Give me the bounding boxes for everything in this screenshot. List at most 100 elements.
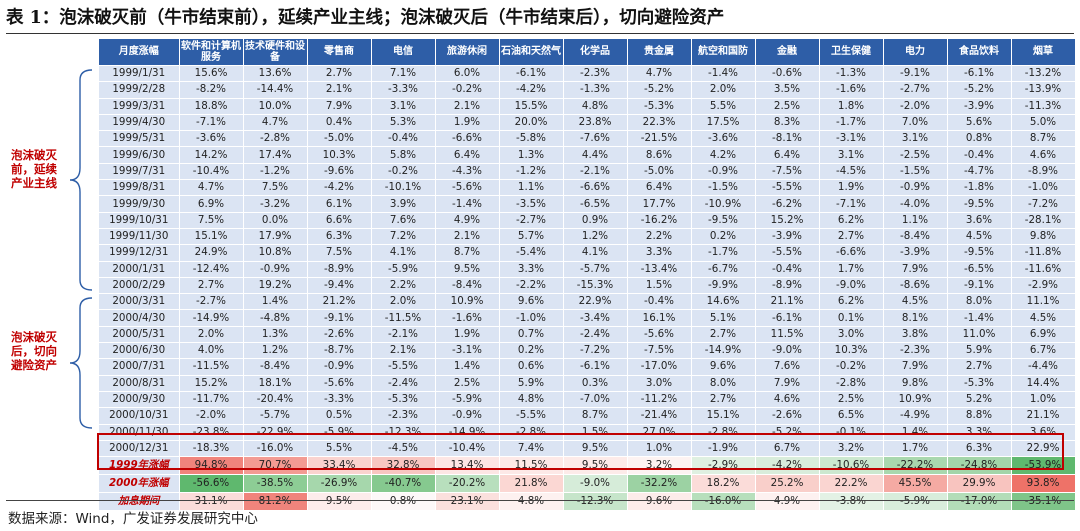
table-cell: 2.5% (819, 391, 884, 409)
table-cell: 7.1% (371, 65, 436, 83)
table-cell: -5.0% (627, 163, 692, 181)
table-cell: -5.8% (499, 130, 564, 148)
table-cell: -1.0% (499, 309, 564, 327)
table-cell: -7.2% (1011, 195, 1076, 213)
table-cell: 19.2% (243, 277, 308, 295)
table-cell: 4.6% (1011, 146, 1076, 164)
table-cell: 20.0% (499, 114, 564, 132)
table-cell: -5.2% (755, 424, 820, 441)
table-cell: -2.5% (883, 146, 948, 164)
table-cell: 6.0% (435, 65, 500, 83)
table-cell: 6.3% (947, 440, 1012, 458)
summary-cell: -24.8% (947, 456, 1012, 476)
table-cell: -0.4% (755, 261, 820, 278)
table-cell: 6.7% (1011, 342, 1076, 360)
row-date: 1999/10/31 (99, 212, 180, 229)
table-cell: 9.5% (563, 440, 628, 458)
row-date: 1999/1/31 (99, 65, 180, 83)
row-date: 1999/7/31 (99, 163, 180, 181)
table-cell: 3.3% (627, 244, 692, 262)
table-cell: -20.4% (243, 391, 308, 409)
table-row: 2000/10/31 -2.0% -5.7% 0.5% -2.3% -0.9% -5.5% 8… (99, 407, 1076, 425)
table-cell: 2.7% (307, 65, 372, 83)
table-cell: 15.2% (755, 212, 820, 229)
column-header: 卫生保健 (819, 39, 884, 66)
table-cell: 1.7% (883, 440, 948, 458)
table-cell: -9.9% (691, 277, 756, 295)
table-cell: -9.5% (947, 244, 1012, 262)
table-cell: 4.8% (563, 98, 628, 115)
table-cell: 22.9% (563, 293, 628, 311)
table-cell: 10.0% (243, 98, 308, 115)
table-cell: -2.9% (1011, 277, 1076, 295)
table-cell: -0.2% (371, 163, 436, 181)
row-date: 2000/10/31 (99, 407, 180, 425)
table-cell: -8.1% (755, 130, 820, 148)
title-divider (6, 33, 1074, 34)
table-cell: 0.5% (307, 407, 372, 425)
data-source: 数据来源：Wind，广发证券发展研究中心 (8, 511, 258, 527)
table-cell: -5.4% (499, 244, 564, 262)
summary-row: 加息期间 31.1% 81.2% 9.5% 0.8% 23.1% 4.8% -12.3% 9.6… (99, 492, 1076, 512)
table-cell: 9.8% (883, 375, 948, 392)
table-row: 1999/4/30 -7.1% 4.7% 0.4% 5.3% 1.9% 20.0% 23.8%… (99, 114, 1076, 132)
table-cell: 1.4% (243, 293, 308, 311)
table-cell: 3.5% (755, 81, 820, 99)
table-cell: 21.1% (1011, 407, 1076, 425)
summary-cell: 0.8% (371, 492, 436, 512)
table-cell: 6.4% (755, 146, 820, 164)
table-cell: 1.5% (627, 277, 692, 295)
table-cell: 1.4% (435, 358, 500, 376)
summary-cell: -5.9% (883, 492, 948, 512)
table-cell: -12.3% (371, 424, 436, 441)
table-cell: -0.2% (819, 358, 884, 376)
table-cell: -6.6% (435, 130, 500, 148)
table-cell: -2.6% (307, 326, 372, 344)
table-cell: 17.9% (243, 228, 308, 246)
table-cell: 0.8% (947, 130, 1012, 148)
table-cell: 1.5% (563, 424, 628, 441)
table-cell: -17.0% (627, 358, 692, 376)
table-cell: 4.0% (179, 342, 244, 360)
summary-cell: -3.8% (819, 492, 884, 512)
table-cell: 11.0% (947, 326, 1012, 344)
table-cell: 9.8% (1011, 228, 1076, 246)
table-cell: 3.9% (371, 195, 436, 213)
table-cell: -4.3% (435, 163, 500, 181)
table-cell: -1.5% (691, 179, 756, 197)
table-cell: 22.9% (1011, 440, 1076, 458)
summary-cell: -53.9% (1011, 456, 1076, 476)
column-header: 石油和天然气 (499, 39, 564, 66)
table-cell: -2.8% (819, 375, 884, 392)
row-date: 1999/8/31 (99, 179, 180, 197)
table-cell: -1.4% (947, 309, 1012, 327)
table-cell: -9.1% (947, 277, 1012, 295)
table-cell: -11.6% (1011, 261, 1076, 278)
row-date: 2000/3/31 (99, 293, 180, 311)
table-cell: -3.3% (307, 391, 372, 409)
table-cell: 0.6% (499, 358, 564, 376)
table-cell: 7.9% (883, 261, 948, 278)
table-cell: 3.1% (371, 98, 436, 115)
summary-cell: -16.0% (691, 492, 756, 512)
table-row: 1999/11/30 15.1% 17.9% 6.3% 7.2% 2.1% 5.7% 1.2%… (99, 228, 1076, 246)
column-header: 软件和计算机服务 (179, 39, 244, 66)
table-cell: -0.2% (435, 81, 500, 99)
table-row: 2000/7/31 -11.5% -8.4% -0.9% -5.5% 1.4% 0.6% -6… (99, 358, 1076, 376)
table-cell: -8.2% (179, 81, 244, 99)
column-header: 金融 (755, 39, 820, 66)
table-cell: -7.2% (563, 342, 628, 360)
table-cell: 4.7% (179, 179, 244, 197)
table-cell: -2.7% (499, 212, 564, 229)
summary-cell: 3.2% (627, 456, 692, 476)
table-cell: 22.3% (627, 114, 692, 132)
table-cell: 3.3% (947, 424, 1012, 441)
table-cell: -7.0% (563, 391, 628, 409)
summary-cell: 9.5% (563, 456, 628, 476)
table-cell: -0.4% (947, 146, 1012, 164)
table-cell: 7.9% (883, 358, 948, 376)
table-cell: 3.0% (627, 375, 692, 392)
table-cell: 6.9% (1011, 326, 1076, 344)
table-cell: -5.9% (371, 261, 436, 278)
table-cell: 2.2% (371, 277, 436, 295)
